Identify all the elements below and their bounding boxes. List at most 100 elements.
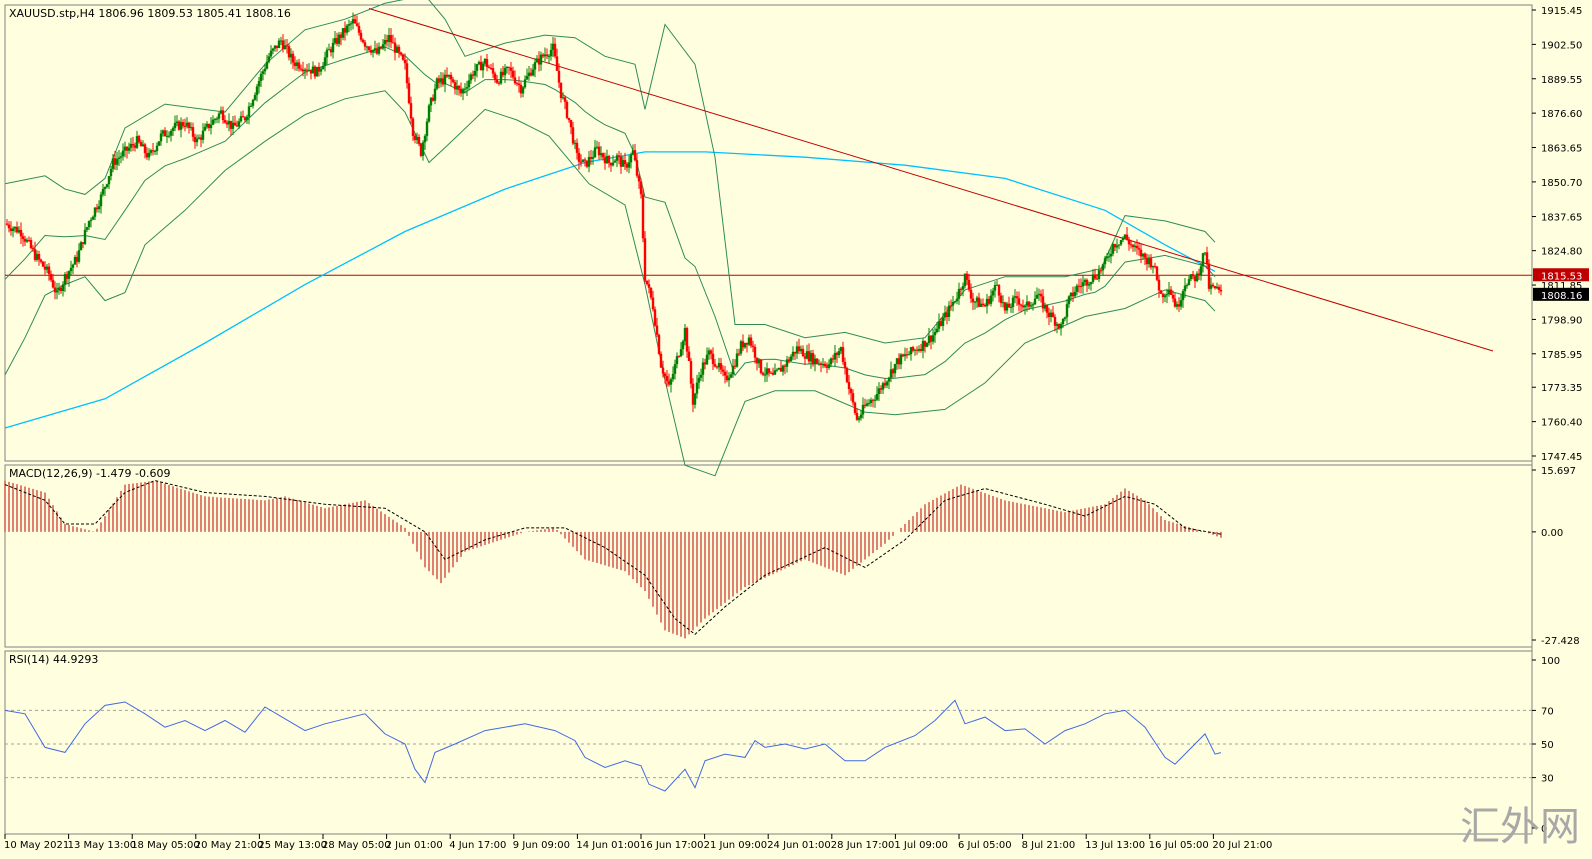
candle-bull: [333, 38, 337, 43]
candle-bear: [819, 363, 823, 365]
candle-bull: [77, 250, 81, 262]
candle-bear: [609, 162, 613, 166]
price-tick-label: 1863.65: [1541, 144, 1582, 155]
candle-bear: [1171, 294, 1175, 299]
candle-bear: [1169, 289, 1173, 295]
candle-bull: [147, 152, 151, 158]
candle-bear: [1017, 298, 1021, 305]
candle-bear: [719, 363, 723, 370]
candle-bear: [625, 164, 629, 168]
candle-bear: [619, 156, 623, 167]
candle-bull: [729, 374, 733, 378]
candle-bear: [1157, 279, 1161, 291]
candle-bull: [1117, 244, 1121, 246]
candle-bull: [341, 28, 345, 38]
candle-bull: [595, 146, 599, 148]
candle-bull: [785, 359, 789, 367]
candle-bear: [329, 49, 333, 53]
candle-bull: [523, 79, 527, 88]
candle-bull: [257, 81, 261, 87]
candle-bull: [331, 42, 335, 53]
candle-bear: [647, 284, 651, 288]
candle-bull: [941, 317, 945, 326]
candle-bear: [753, 346, 757, 358]
candle-bull: [321, 65, 325, 70]
candle-bull: [581, 159, 585, 162]
candle-bull: [469, 74, 473, 81]
candle-bear: [367, 46, 371, 51]
candle-bull: [995, 284, 999, 286]
candle-bull: [605, 155, 609, 164]
candle-bear: [47, 266, 51, 275]
candle-bear: [997, 284, 1001, 296]
candle-bull: [463, 88, 467, 90]
candle-bull: [599, 153, 603, 156]
candle-bear: [967, 279, 971, 290]
candle-bear: [1197, 273, 1201, 276]
time-tick-label: 21 Jun 09:00: [704, 840, 768, 851]
candle-bull: [1121, 238, 1125, 241]
time-tick-label: 1 Jul 09:00: [894, 840, 948, 851]
candle-bull: [867, 402, 871, 404]
candle-bear: [137, 136, 141, 143]
rsi-tick-label: 0: [1541, 824, 1547, 835]
candle-bull: [97, 206, 101, 210]
candle-bear: [5, 223, 9, 225]
candle-bull: [673, 364, 677, 374]
candle-bear: [1211, 284, 1215, 287]
candle-bull: [675, 356, 679, 365]
macd-tick-label: 15.697: [1541, 466, 1576, 477]
candle-bull: [371, 50, 375, 53]
candle-bull: [283, 45, 287, 50]
candle-bear: [807, 351, 811, 362]
candle-bear: [703, 362, 707, 365]
candle-bull: [387, 35, 391, 42]
macd-tick-label: -27.428: [1541, 636, 1580, 647]
candle-bear: [689, 361, 693, 384]
candle-bull: [765, 368, 769, 375]
candle-bull: [327, 49, 331, 51]
candle-bull: [695, 382, 699, 394]
macd-plot: [4, 480, 1222, 639]
candle-bull: [111, 158, 115, 169]
candle-bear: [281, 40, 285, 50]
candle-bear: [1077, 285, 1081, 287]
candle-bear: [901, 354, 905, 357]
candle-bull: [1065, 304, 1069, 318]
candle-bear: [1027, 301, 1031, 307]
candle-bull: [1001, 302, 1005, 304]
candle-bull: [153, 150, 157, 152]
candle-bear: [391, 42, 395, 44]
candle-bear: [343, 28, 347, 33]
candle-bear: [987, 298, 991, 304]
candle-bull: [483, 58, 487, 64]
candle-bear: [843, 361, 847, 369]
candle-bull: [943, 312, 947, 318]
main-panel-title: XAUUSD.stp,H4 1806.96 1809.53 1805.41 18…: [9, 7, 291, 20]
candle-bear: [691, 383, 695, 405]
candle-bear: [309, 69, 313, 74]
candle-bear: [489, 67, 493, 69]
price-tick-label: 1837.65: [1541, 213, 1582, 224]
candle-bear: [301, 69, 305, 72]
candle-bear: [793, 351, 797, 354]
candle-bear: [601, 153, 605, 158]
candle-bear: [897, 358, 901, 365]
candle-bull: [963, 273, 967, 287]
candle-bull: [45, 266, 49, 270]
candle-bull: [1087, 284, 1091, 286]
candle-bull: [627, 162, 631, 168]
candle-bear: [1127, 239, 1131, 245]
candle-bear: [407, 83, 411, 104]
candle-bear: [419, 143, 423, 156]
candle-bear: [397, 46, 401, 53]
candle-bear: [639, 181, 643, 195]
candle-bull: [289, 53, 293, 58]
candle-bull: [671, 373, 675, 380]
candle-bear: [769, 372, 773, 374]
candle-bear: [313, 66, 317, 77]
candle-bull: [461, 89, 465, 94]
candle-bull: [1061, 318, 1065, 325]
watermark: 汇外网: [1460, 804, 1580, 850]
candle-bull: [1151, 265, 1155, 268]
